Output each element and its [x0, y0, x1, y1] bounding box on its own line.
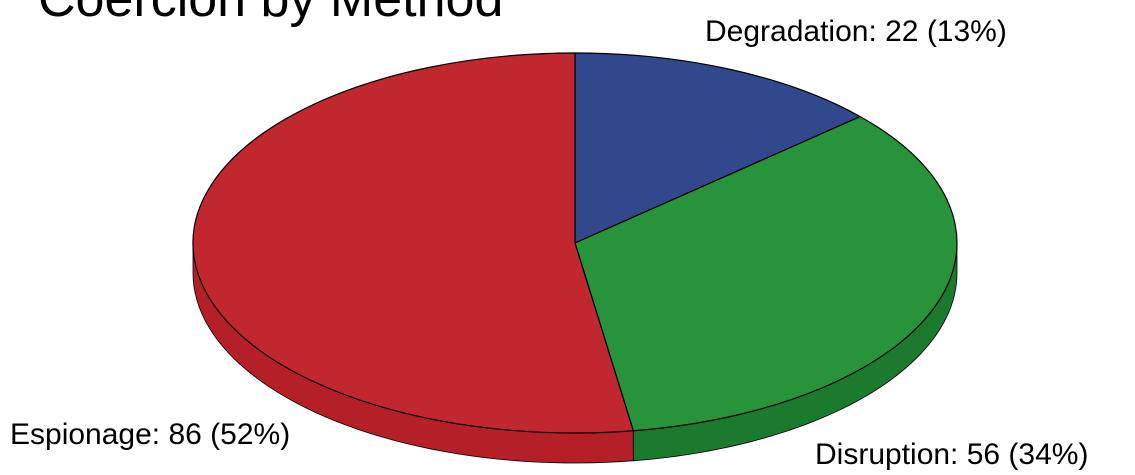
slice-label-degradation: Degradation: 22 (13%) [705, 15, 1007, 48]
slice-label-espionage: Espionage: 86 (52%) [10, 418, 290, 451]
pie-slices [192, 52, 958, 434]
slice-labels: Degradation: 22 (13%) Disruption: 56 (34%… [10, 15, 1088, 471]
chart-title: Coercion by Method [38, 0, 503, 28]
pie-slice-disruption [574, 115, 958, 432]
pie-slice-degradation [574, 52, 861, 244]
pie-slice-espionage [192, 52, 634, 434]
slice-label-disruption: Disruption: 56 (34%) [815, 438, 1088, 471]
